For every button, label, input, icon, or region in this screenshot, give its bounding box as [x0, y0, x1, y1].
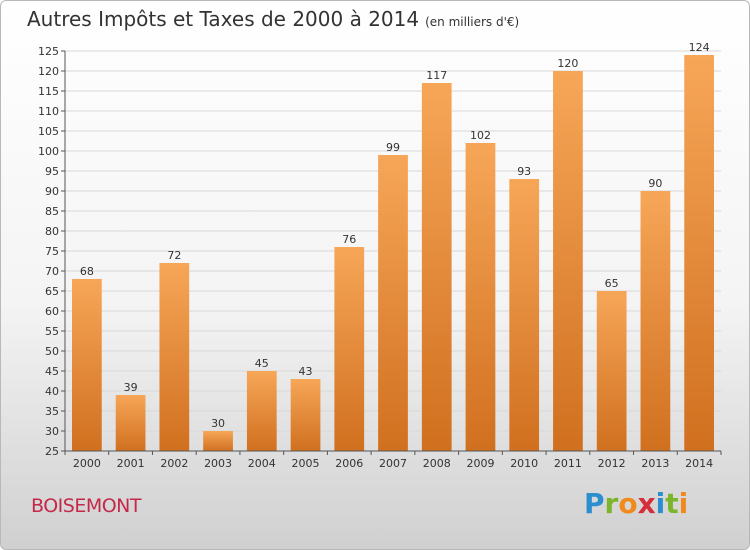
y-tick-label: 85 — [45, 205, 59, 218]
x-tick-label: 2005 — [292, 457, 320, 470]
x-tick-label: 2008 — [423, 457, 451, 470]
y-tick-label: 65 — [45, 285, 59, 298]
bars — [71, 55, 715, 451]
bar — [553, 71, 583, 451]
y-tick-label: 60 — [45, 305, 59, 318]
y-tick-label: 125 — [38, 45, 59, 58]
data-label: 72 — [167, 249, 181, 262]
x-tick-label: 2003 — [204, 457, 232, 470]
y-tick-label: 70 — [45, 265, 59, 278]
logo-letter: i — [655, 487, 666, 520]
data-label: 68 — [80, 265, 94, 278]
chart-title-text: Autres Impôts et Taxes de 2000 à 2014 — [27, 7, 420, 31]
x-tick-label: 2006 — [335, 457, 363, 470]
y-tick-label: 45 — [45, 365, 59, 378]
data-label: 76 — [342, 233, 356, 246]
bar — [421, 83, 452, 451]
data-label: 65 — [605, 277, 619, 290]
x-tick-label: 2011 — [554, 457, 582, 470]
y-tick-label: 75 — [45, 245, 59, 258]
bar — [115, 395, 146, 451]
chart-title: Autres Impôts et Taxes de 2000 à 2014 (en… — [27, 7, 519, 31]
x-tick-label: 2013 — [641, 457, 669, 470]
logo-letter: t — [665, 487, 679, 520]
data-label: 102 — [470, 129, 491, 142]
y-tick-label: 95 — [45, 165, 59, 178]
logo-letter: P — [584, 487, 605, 520]
city-name: BOISEMONT — [31, 495, 142, 517]
bar — [378, 155, 408, 451]
y-tick-label: 40 — [45, 385, 59, 398]
y-tick-label: 115 — [38, 85, 59, 98]
y-tick-label: 105 — [38, 125, 59, 138]
data-label: 90 — [648, 177, 662, 190]
data-label: 120 — [557, 57, 578, 70]
x-tick-label: 2012 — [598, 457, 626, 470]
bar — [246, 371, 277, 451]
data-label: 93 — [517, 165, 531, 178]
x-tick-label: 2007 — [379, 457, 407, 470]
x-tick-label: 2002 — [160, 457, 188, 470]
data-label: 117 — [426, 69, 447, 82]
logo-letter: i — [678, 487, 689, 520]
x-tick-label: 2004 — [248, 457, 276, 470]
x-tick-label: 2010 — [510, 457, 538, 470]
x-tick-label: 2009 — [466, 457, 494, 470]
bar — [509, 179, 540, 451]
y-tick-label: 50 — [45, 345, 59, 358]
y-tick-label: 100 — [38, 145, 59, 158]
proxiti-logo: Proxiti — [584, 487, 688, 520]
y-tick-label: 30 — [45, 425, 59, 438]
x-tick-label: 2014 — [685, 457, 713, 470]
data-label: 43 — [299, 365, 313, 378]
bar — [596, 291, 627, 451]
logo-letter: o — [618, 487, 638, 520]
logo-letter: x — [637, 487, 656, 520]
bar — [640, 191, 671, 451]
x-tick-label: 2000 — [73, 457, 101, 470]
logo-letter: r — [604, 487, 619, 520]
data-label: 99 — [386, 141, 400, 154]
axes — [61, 50, 722, 455]
y-tick-label: 90 — [45, 185, 59, 198]
y-tick-label: 120 — [38, 65, 59, 78]
y-tick-label: 25 — [45, 445, 59, 458]
bar — [203, 431, 233, 451]
data-label: 124 — [689, 41, 710, 54]
data-label: 30 — [211, 417, 225, 430]
x-tick-label: 2001 — [117, 457, 145, 470]
bar — [159, 263, 190, 451]
bar — [684, 55, 715, 451]
chart-subtitle: (en milliers d'€) — [425, 15, 520, 29]
y-tick-label: 110 — [38, 105, 59, 118]
bar — [71, 279, 102, 451]
bar — [334, 247, 365, 451]
labels: 25 30 35 40 45 50 55 60 65 70 75 80 85 90 95 100 105 110 1… — [38, 41, 713, 470]
bar — [290, 379, 321, 451]
y-tick-label: 80 — [45, 225, 59, 238]
y-tick-label: 55 — [45, 325, 59, 338]
data-label: 45 — [255, 357, 269, 370]
data-label: 39 — [124, 381, 138, 394]
y-tick-label: 35 — [45, 405, 59, 418]
bar — [465, 143, 496, 451]
